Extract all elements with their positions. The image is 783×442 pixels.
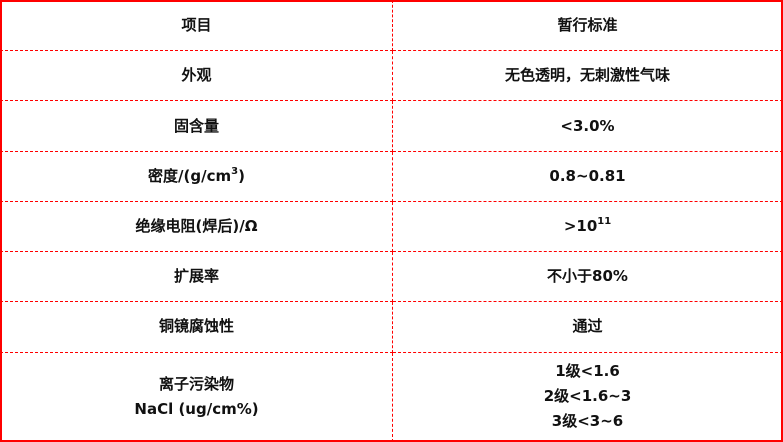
standard-cell: 不小于80%: [392, 251, 783, 303]
item-cell: 离子污染物 NaCl (ug/cm%): [0, 351, 393, 442]
table-row: 离子污染物 NaCl (ug/cm%) 1级<1.6 2级<1.6~3 3级<3…: [0, 351, 783, 442]
item-cell: 外观: [0, 50, 393, 102]
table-row: 外观 无色透明，无刺激性气味: [0, 50, 783, 102]
table-row: 扩展率 不小于80%: [0, 251, 783, 303]
item-cell: 铜镜腐蚀性: [0, 301, 393, 353]
standard-text: >10: [563, 216, 598, 235]
item-cell: 绝缘电阻(焊后)/Ω: [0, 200, 393, 253]
standard-cell: 无色透明，无刺激性气味: [392, 50, 783, 102]
item-cell: 扩展率: [0, 251, 393, 303]
standard-superscript: 11: [597, 215, 612, 227]
table-row: 密度/(g/cm3) 0.8~0.81: [0, 150, 783, 202]
table-row: 铜镜腐蚀性 通过: [0, 301, 783, 353]
item-line: NaCl (ug/cm%): [134, 399, 259, 418]
item-superscript: 3: [231, 165, 239, 177]
standard-cell: >1011: [392, 200, 783, 253]
table-row: 绝缘电阻(焊后)/Ω >1011: [0, 200, 783, 253]
header-item: 项目: [0, 0, 393, 52]
standard-cell: 0.8~0.81: [392, 150, 783, 202]
standard-cell: <3.0%: [392, 100, 783, 152]
item-suffix: ): [238, 166, 245, 185]
header-standard: 暂行标准: [392, 0, 783, 52]
table-header-row: 项目 暂行标准: [0, 0, 783, 52]
standard-cell: 1级<1.6 2级<1.6~3 3级<3~6: [392, 351, 783, 442]
standard-line: 2级<1.6~3: [543, 387, 632, 406]
standard-line: 1级<1.6: [555, 362, 620, 381]
standard-cell: 通过: [392, 301, 783, 353]
standard-line: 3级<3~6: [551, 412, 624, 431]
table-row: 固含量 <3.0%: [0, 100, 783, 152]
item-line: 离子污染物: [158, 374, 234, 393]
item-cell: 密度/(g/cm3): [0, 150, 393, 202]
item-cell: 固含量: [0, 100, 393, 152]
item-text: 密度/(g/cm: [148, 166, 232, 185]
